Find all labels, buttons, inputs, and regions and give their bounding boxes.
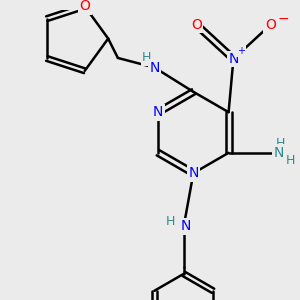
- Text: H: H: [166, 215, 175, 228]
- Text: N: N: [228, 52, 239, 66]
- Text: H: H: [276, 136, 286, 150]
- Text: N: N: [149, 61, 160, 75]
- Text: N: N: [180, 219, 191, 233]
- Text: N: N: [188, 166, 199, 180]
- Text: −: −: [278, 12, 290, 26]
- Text: O: O: [79, 0, 90, 13]
- Text: H: H: [286, 154, 295, 167]
- Text: +: +: [237, 46, 245, 56]
- Text: N: N: [153, 105, 164, 119]
- Text: O: O: [265, 18, 276, 32]
- Text: O: O: [191, 18, 202, 32]
- Text: N: N: [274, 146, 284, 160]
- Text: H: H: [142, 51, 152, 64]
